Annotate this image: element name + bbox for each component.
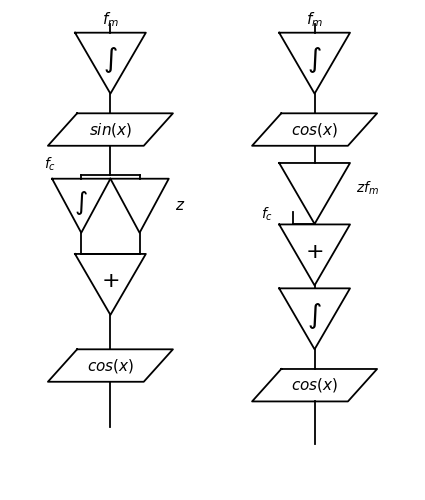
- Text: $cos(x)$: $cos(x)$: [291, 120, 338, 138]
- Text: $f_m$: $f_m$: [102, 10, 119, 29]
- Text: $+$: $+$: [306, 242, 324, 262]
- Text: $\int$: $\int$: [74, 189, 88, 217]
- Text: $zf_m$: $zf_m$: [356, 180, 379, 197]
- Text: $cos(x)$: $cos(x)$: [291, 376, 338, 394]
- Text: $+$: $+$: [101, 272, 119, 291]
- Text: $\int$: $\int$: [307, 301, 322, 331]
- Text: $cos(x)$: $cos(x)$: [87, 356, 134, 374]
- Text: $\int$: $\int$: [307, 45, 322, 75]
- Text: $f_c$: $f_c$: [261, 206, 273, 224]
- Text: $sin(x)$: $sin(x)$: [89, 120, 132, 138]
- Text: $f_m$: $f_m$: [306, 10, 323, 29]
- Text: $\int$: $\int$: [103, 45, 118, 75]
- Text: $f_c$: $f_c$: [44, 156, 57, 173]
- Text: $z$: $z$: [175, 198, 185, 213]
